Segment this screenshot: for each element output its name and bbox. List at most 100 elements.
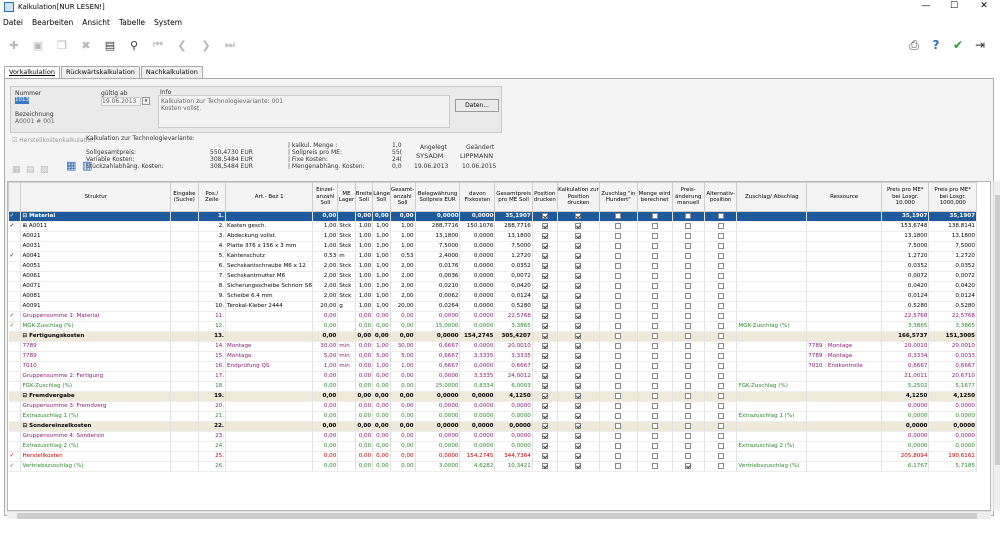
table-row[interactable]: A0061 7. Sechskantmutter M6 2,00 Stck 1,00 1,0… bbox=[8, 271, 977, 282]
row-checkbox[interactable] bbox=[575, 412, 582, 419]
row-checkbox[interactable] bbox=[541, 342, 548, 349]
column-header[interactable]: Zuschlag/ Abschlag bbox=[736, 182, 808, 212]
eingabe-cell[interactable] bbox=[170, 341, 199, 352]
table-row[interactable]: ✓ Gruppensumme 1: Material 11. 0,00 0,00 0,00… bbox=[8, 311, 977, 322]
row-checkbox[interactable] bbox=[615, 462, 622, 469]
herstell-checkbox-label[interactable]: ☑ Herstellkostenkalkulation bbox=[12, 137, 96, 144]
row-checkbox[interactable] bbox=[651, 222, 658, 229]
table-row[interactable]: 7789 15. Montage 5,00 min 0,00 5,00 5,00 0,6667 3… bbox=[8, 351, 977, 362]
row-checkbox[interactable] bbox=[717, 252, 724, 259]
column-header[interactable]: davon Fixkosten bbox=[459, 182, 496, 212]
table-row[interactable]: Gruppensumme 3: Fremdverg 20. 0,00 0,00 0,00… bbox=[8, 401, 977, 412]
row-checkbox[interactable] bbox=[541, 232, 548, 239]
row-checkbox[interactable] bbox=[541, 442, 548, 449]
column-header[interactable]: Breite Soll bbox=[354, 182, 374, 212]
table-row[interactable]: Extrazuschlag 2 (%) 24. 0,00 0,00 0,00 0,00 0,… bbox=[8, 441, 977, 452]
row-checkbox[interactable] bbox=[717, 332, 724, 339]
column-header[interactable]: Preis- änderung manuell bbox=[671, 182, 705, 212]
table-row[interactable]: ✓ MGK-Zuschlag (%) 12. 0,00 0,00 0,00 0,00 15,0… bbox=[8, 321, 977, 332]
row-checkbox[interactable] bbox=[615, 282, 622, 289]
eingabe-cell[interactable] bbox=[170, 361, 199, 372]
row-checkbox[interactable] bbox=[541, 422, 548, 429]
eingabe-cell[interactable] bbox=[170, 461, 199, 472]
row-checkbox[interactable] bbox=[685, 252, 692, 259]
row-checkbox[interactable] bbox=[575, 462, 582, 469]
row-checkbox[interactable] bbox=[685, 372, 692, 379]
row-checkbox[interactable] bbox=[651, 352, 658, 359]
row-checkbox[interactable] bbox=[685, 332, 692, 339]
row-checkbox[interactable] bbox=[541, 272, 548, 279]
column-header[interactable]: Preis pro ME* bei Losgr. 1000,000 bbox=[928, 182, 977, 212]
table-row[interactable]: ⊟ Sondereinzelkosten 22. 0,00 0,00 0,00 0,00 0… bbox=[8, 421, 977, 432]
eingabe-cell[interactable] bbox=[170, 261, 199, 272]
delete-icon[interactable]: ✖ bbox=[81, 38, 91, 52]
row-checkbox[interactable] bbox=[541, 212, 548, 219]
row-checkbox[interactable] bbox=[651, 262, 658, 269]
document-icon[interactable]: ▤ bbox=[104, 38, 116, 52]
nummer-field[interactable]: 1013 bbox=[15, 97, 29, 104]
eingabe-cell[interactable] bbox=[170, 291, 199, 302]
column-header[interactable]: Menge wird berechnet bbox=[636, 182, 673, 212]
eingabe-cell[interactable] bbox=[170, 441, 199, 452]
tab-nachkalkulation[interactable]: Nachkalkulation bbox=[140, 66, 203, 78]
row-checkbox[interactable] bbox=[541, 382, 548, 389]
grid-tool-3-icon[interactable]: ▧ bbox=[40, 165, 49, 175]
eingabe-cell[interactable] bbox=[170, 221, 199, 232]
row-checkbox[interactable] bbox=[651, 242, 658, 249]
column-header[interactable]: Art.- Bez 1 bbox=[225, 182, 314, 212]
row-checkbox[interactable] bbox=[615, 392, 622, 399]
table-row[interactable]: 7010 16. Endprüfung QS 1,00 min 0,00 1,00 1,00 0… bbox=[8, 361, 977, 372]
column-header[interactable]: Position drucken bbox=[531, 182, 558, 212]
row-checkbox[interactable] bbox=[575, 362, 582, 369]
row-checkbox[interactable] bbox=[717, 272, 724, 279]
row-checkbox[interactable] bbox=[615, 252, 622, 259]
grid-columns-icon[interactable]: ▥ bbox=[82, 159, 93, 172]
close-button[interactable]: ✕ bbox=[980, 1, 988, 11]
row-checkbox[interactable] bbox=[717, 312, 724, 319]
row-checkbox[interactable] bbox=[651, 372, 658, 379]
row-checkbox[interactable] bbox=[717, 402, 724, 409]
row-checkbox[interactable] bbox=[615, 332, 622, 339]
row-checkbox[interactable] bbox=[615, 232, 622, 239]
table-row[interactable]: Gruppensumme 4: Sondersin 23. 0,00 0,00 0,00… bbox=[8, 431, 977, 442]
column-header[interactable]: Pos./ Zeile bbox=[197, 182, 227, 212]
row-checkbox[interactable] bbox=[541, 222, 548, 229]
row-checkbox[interactable] bbox=[615, 452, 622, 459]
column-header[interactable]: Alternativ- position bbox=[703, 182, 738, 212]
table-row[interactable]: ✓ Vertriebszuschlag (%) 26. 0,00 0,00 0,00 0,0… bbox=[8, 461, 977, 472]
row-checkbox[interactable] bbox=[717, 322, 724, 329]
row-checkbox[interactable] bbox=[651, 382, 658, 389]
row-checkbox[interactable] bbox=[541, 352, 548, 359]
row-checkbox[interactable] bbox=[685, 272, 692, 279]
row-checkbox[interactable] bbox=[541, 452, 548, 459]
row-checkbox[interactable] bbox=[575, 432, 582, 439]
row-checkbox[interactable] bbox=[717, 352, 724, 359]
row-checkbox[interactable] bbox=[541, 322, 548, 329]
row-checkbox[interactable] bbox=[615, 212, 622, 219]
row-checkbox[interactable] bbox=[615, 372, 622, 379]
row-checkbox[interactable] bbox=[717, 302, 724, 309]
table-row[interactable]: A0031 4. Platte 376 x 156 x 3 mm 1,00 Stck 1,… bbox=[8, 241, 977, 252]
row-checkbox[interactable] bbox=[541, 362, 548, 369]
row-checkbox[interactable] bbox=[717, 262, 724, 269]
row-checkbox[interactable] bbox=[615, 352, 622, 359]
row-checkbox[interactable] bbox=[685, 292, 692, 299]
row-checkbox[interactable] bbox=[685, 452, 692, 459]
row-checkbox[interactable] bbox=[685, 312, 692, 319]
grid-layout-icon[interactable]: ▦ bbox=[66, 159, 77, 172]
row-checkbox[interactable] bbox=[575, 282, 582, 289]
column-header[interactable]: Kalkulation zur Position drucken bbox=[556, 182, 601, 212]
eingabe-cell[interactable] bbox=[170, 401, 199, 412]
row-checkbox[interactable] bbox=[575, 302, 582, 309]
eingabe-cell[interactable] bbox=[170, 421, 199, 432]
row-checkbox[interactable] bbox=[651, 232, 658, 239]
row-checkbox[interactable] bbox=[651, 362, 658, 369]
row-checkbox[interactable] bbox=[717, 372, 724, 379]
row-checkbox[interactable] bbox=[541, 282, 548, 289]
horizontal-scrollbar[interactable] bbox=[7, 511, 991, 519]
row-checkbox[interactable] bbox=[615, 312, 622, 319]
maximize-button[interactable]: ☐ bbox=[949, 1, 959, 11]
table-row[interactable]: A0021 3. Abdeckung vollst. 1,00 Stck 1,00 1,00… bbox=[8, 231, 977, 242]
table-row[interactable]: ⊟ Fremdvergabe 19. 0,00 0,00 0,00 0,00 0,0000 0… bbox=[8, 391, 977, 402]
eingabe-cell[interactable] bbox=[170, 391, 199, 402]
